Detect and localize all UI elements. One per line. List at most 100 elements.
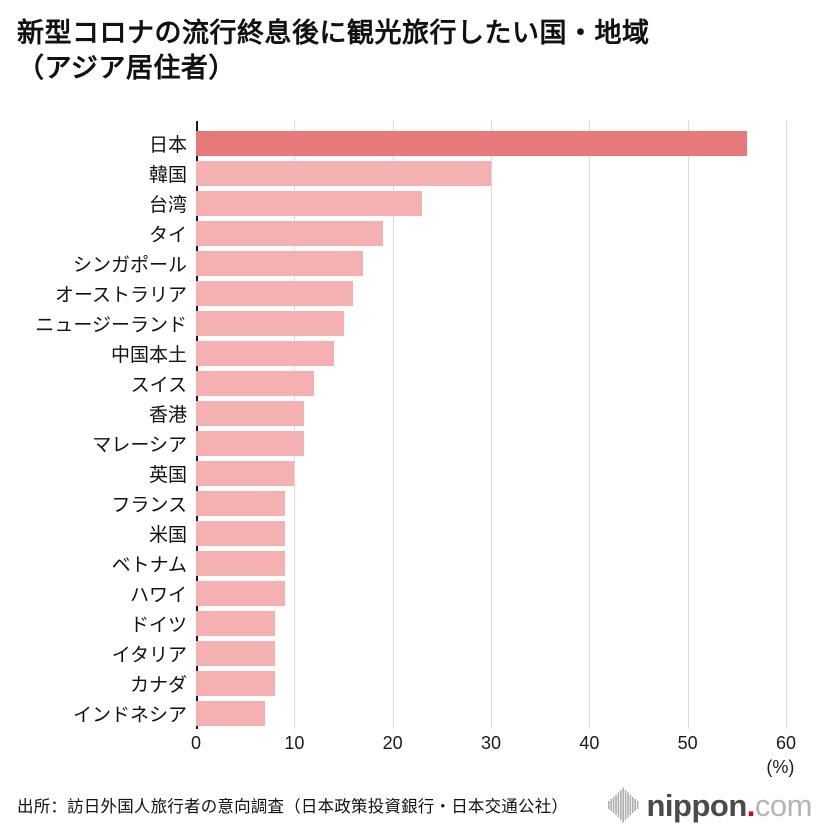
bar	[196, 160, 491, 186]
footer: 出所：訪日外国人旅行者の意向調査（日本政策投資銀行・日本交通公社）	[17, 786, 813, 824]
gridline-60	[786, 121, 787, 729]
bar-row: 中国本土	[0, 338, 786, 368]
category-label: ニュージーランド	[35, 314, 187, 336]
bar-row: 韓国	[0, 158, 786, 188]
x-tick-label: 60	[775, 733, 797, 753]
bar-row: マレーシア	[0, 428, 786, 458]
bar	[196, 640, 275, 666]
bar-row: 台湾	[0, 188, 786, 218]
bar-track	[196, 580, 786, 606]
bar-row: ベトナム	[0, 548, 786, 578]
bar-track	[196, 370, 786, 396]
bar-row: カナダ	[0, 668, 786, 698]
category-label: イタリア	[111, 644, 187, 666]
x-tick-label: 40	[579, 733, 600, 753]
x-tick-label: 10	[284, 733, 305, 753]
bar-track	[196, 190, 786, 216]
bar-track	[196, 520, 786, 546]
logo-name: nippon	[646, 787, 748, 823]
bar-row: フランス	[0, 488, 786, 518]
bar-row: シンガポール	[0, 248, 786, 278]
category-label: 韓国	[148, 164, 187, 186]
category-label: オーストラリア	[54, 284, 187, 306]
bar	[196, 520, 285, 546]
page-title-line1: 新型コロナの流行終息後に観光旅行したい国・地域	[17, 18, 650, 48]
bar-row: 日本	[0, 128, 786, 158]
category-label: 中国本土	[110, 344, 187, 366]
bar	[196, 370, 314, 396]
logo-dot: .	[746, 787, 756, 823]
nippon-logo: nippon.com	[607, 786, 813, 824]
bar-row: ドイツ	[0, 608, 786, 638]
bar-track	[196, 400, 786, 426]
bar	[196, 580, 285, 606]
category-label: タイ	[148, 224, 187, 246]
x-tick-label: 0	[190, 733, 202, 753]
bar-track	[196, 490, 786, 516]
bar-track	[196, 130, 786, 156]
bar	[196, 310, 344, 336]
bar	[196, 250, 364, 276]
soundwave-icon	[607, 787, 638, 823]
bar-row: 英国	[0, 458, 786, 488]
bar-row: ニュージーランド	[0, 308, 786, 338]
bar-row: 米国	[0, 518, 786, 548]
category-label: スイス	[130, 374, 187, 396]
bar	[196, 460, 295, 486]
bar	[196, 130, 747, 156]
bar-track	[196, 250, 786, 276]
gridline-20	[392, 121, 394, 729]
bar	[196, 700, 265, 726]
logo-text: nippon.com	[647, 790, 813, 821]
bar	[196, 490, 285, 516]
category-label: インドネシア	[72, 704, 187, 726]
x-tick-label: 20	[382, 733, 403, 753]
bar-row: タイ	[0, 218, 786, 248]
bar	[196, 610, 275, 636]
category-label: 日本	[148, 134, 187, 156]
bar-row: ハワイ	[0, 578, 786, 608]
category-label: ハワイ	[129, 584, 187, 606]
category-label: ベトナム	[111, 554, 187, 576]
category-label: マレーシア	[92, 434, 187, 456]
category-label: フランス	[111, 494, 187, 516]
bar-track	[196, 700, 786, 726]
bar-track	[196, 430, 786, 456]
bar-track	[196, 340, 786, 366]
gridline-30	[491, 121, 492, 729]
bar-row: オーストラリア	[0, 278, 786, 308]
x-axis-unit-label: (%)	[766, 757, 795, 777]
logo-tld: com	[754, 787, 813, 823]
bar-track	[196, 280, 786, 306]
page-title: 新型コロナの流行終息後に観光旅行したい国・地域 （アジア居住者）	[17, 16, 650, 85]
x-tick-label: 30	[480, 733, 502, 753]
category-label: 台湾	[148, 194, 187, 216]
bar-track	[196, 670, 786, 696]
bar-track	[196, 610, 786, 636]
category-label: 香港	[148, 404, 187, 426]
bar-track	[196, 310, 786, 336]
category-label: ドイツ	[129, 614, 187, 636]
bar-row: スイス	[0, 368, 786, 398]
bar	[196, 400, 305, 426]
horizontal-bar-chart: 日本韓国台湾タイシンガポールオーストラリアニュージーランド中国本土スイス香港マレ…	[0, 121, 787, 729]
bar	[196, 340, 334, 366]
bar-track	[196, 160, 786, 186]
bar-track	[196, 220, 786, 246]
bar-track	[196, 640, 786, 666]
bar	[196, 280, 354, 306]
bar-row: インドネシア	[0, 698, 786, 728]
page-title-line2: （アジア居住者）	[17, 52, 236, 83]
bar-rows: 日本韓国台湾タイシンガポールオーストラリアニュージーランド中国本土スイス香港マレ…	[0, 121, 786, 728]
category-label: 英国	[148, 464, 187, 486]
bar	[196, 430, 305, 456]
category-label: シンガポール	[72, 254, 187, 276]
gridline-40	[589, 121, 591, 729]
bar-track	[196, 550, 786, 576]
x-axis: 0 10 20 30 40 50 60 (%)	[191, 733, 796, 783]
category-label: 米国	[148, 524, 187, 546]
bar-track	[196, 460, 786, 486]
gridline-50	[687, 121, 689, 729]
bar	[196, 190, 423, 216]
